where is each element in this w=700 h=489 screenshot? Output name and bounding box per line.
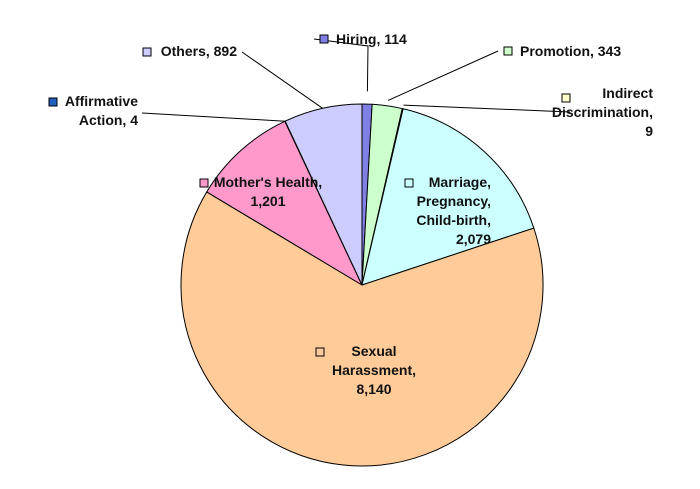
legend-marker-mother-s-health [199,178,209,188]
data-label-promotion: Promotion, 343 [520,43,621,59]
legend-marker-promotion [503,46,513,56]
legend-marker-sexual-harassment [315,347,325,357]
legend-marker-indirect-discrimination [561,93,571,103]
data-label-affirmative-action: Affirmative Action, 4 [65,93,138,128]
data-label-sexual-harassment: Sexual Harassment, 8,140 [332,343,416,397]
leader-line-others [241,51,323,109]
data-label-others: Others, 892 [161,43,237,59]
leader-line-indirect-discrimination [403,104,571,113]
data-label-indirect-discrimination: Indirect Discrimination, 9 [552,85,653,139]
data-label-hiring: Hiring, 114 [336,31,407,47]
pie-slice-mother-s-health [206,120,363,286]
legend-marker-affirmative-action [48,97,58,107]
pie-slice-marriage-pregnancy-child-birth [361,108,535,286]
leader-line-promotion [387,50,499,101]
legend-marker-marriage-pregnancy-child-birth [404,178,414,188]
data-label-marriage-pregnancy-child-birth: Marriage, Pregnancy, Child-birth, 2,079 [416,174,491,247]
legend-marker-hiring [319,34,329,44]
pie-slice-others [284,103,363,286]
pie-slice-sexual-harassment [180,191,544,467]
legend-marker-others [142,47,152,57]
data-label-mother-s-health: Mother's Health, 1,201 [214,174,322,209]
leader-line-affirmative-action [141,112,286,122]
leader-line-hiring [313,38,369,92]
